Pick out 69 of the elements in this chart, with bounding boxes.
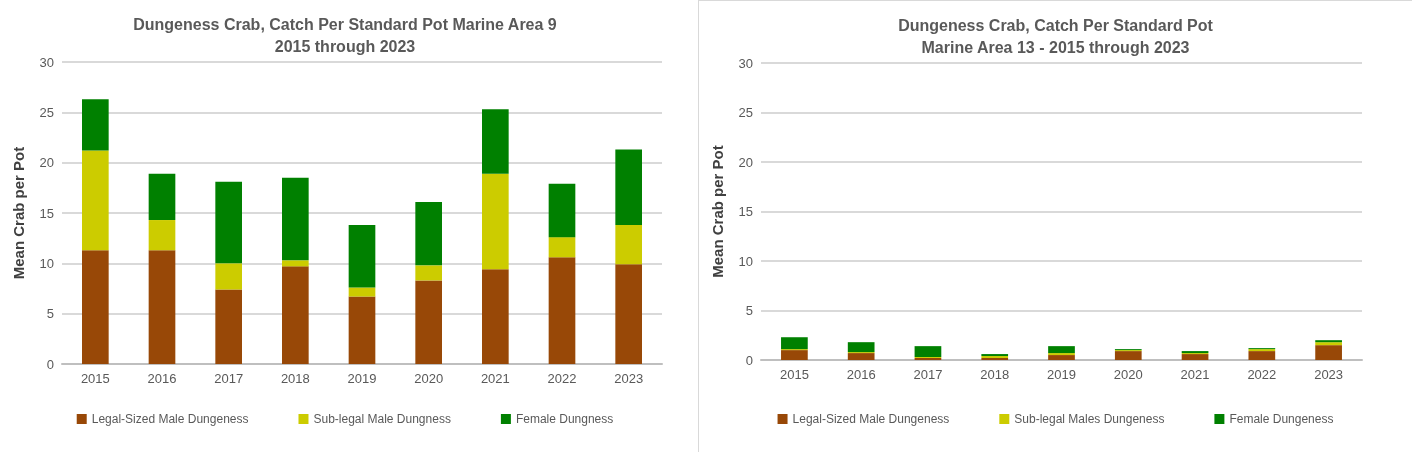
bar <box>215 289 242 364</box>
x-tick-label: 2017 <box>913 367 943 382</box>
bar <box>348 287 376 297</box>
y-tick-label: 20 <box>738 154 753 170</box>
bar <box>282 266 309 364</box>
x-tick-label: 2023 <box>1314 367 1344 382</box>
legend-label: Sub-legal Male Dungness <box>313 412 451 426</box>
bar <box>82 150 109 251</box>
y-axis-title: Mean Crab per Pot <box>709 145 726 278</box>
bar <box>348 225 376 288</box>
bar <box>215 181 242 264</box>
x-tick-label: 2018 <box>280 371 310 386</box>
y-tick-label: 5 <box>46 306 54 322</box>
x-tick-label: 2023 <box>614 371 644 386</box>
y-tick-label: 30 <box>39 54 54 70</box>
bar <box>548 237 576 258</box>
y-tick-label: 0 <box>46 356 54 372</box>
bar <box>482 173 509 270</box>
legend-label: Legal-Sized Male Dungeness <box>91 412 249 426</box>
bar <box>282 260 309 267</box>
legend-label: Legal-Sized Male Dungeness <box>792 412 950 426</box>
bar <box>82 250 109 364</box>
bar <box>415 265 442 281</box>
chart-title: Dungeness Crab, Catch Per Standard Pot Marine Area 9 2015 through 2023 <box>133 15 557 55</box>
x-tick-label: 2018 <box>980 367 1010 382</box>
x-tick-label: 2015 <box>779 367 809 382</box>
y-tick-label: 30 <box>738 55 753 71</box>
bar <box>82 99 109 151</box>
bar <box>148 173 176 221</box>
legend-label: Female Dungness <box>515 412 614 426</box>
bar <box>148 220 176 251</box>
x-tick-label: 2016 <box>147 371 177 386</box>
legend-label: Female Dungeness <box>1229 412 1334 426</box>
bar <box>548 183 576 238</box>
x-tick-label: 2017 <box>214 371 244 386</box>
chart-title: Dungeness Crab, Catch Per Standard Pot Marine Area 13 - 2015 through 2023 <box>898 16 1214 56</box>
x-tick-label: 2015 <box>80 371 110 386</box>
bar <box>215 263 242 290</box>
x-tick-label: 2022 <box>547 371 577 386</box>
bar <box>282 177 309 261</box>
legend-label: Sub-legal Males Dungeness <box>1014 412 1165 426</box>
x-tick-label: 2021 <box>480 371 510 386</box>
bar <box>482 269 509 364</box>
x-tick-label: 2019 <box>347 371 377 386</box>
y-tick-label: 25 <box>738 105 753 120</box>
x-tick-label: 2020 <box>414 371 444 386</box>
bar <box>415 201 442 266</box>
y-tick-label: 10 <box>39 255 54 271</box>
bar <box>548 257 576 364</box>
x-tick-label: 2022 <box>1247 367 1277 382</box>
x-tick-label: 2020 <box>1113 367 1143 382</box>
y-tick-label: 25 <box>39 104 54 120</box>
bar <box>615 225 642 265</box>
y-tick-label: 0 <box>745 352 753 368</box>
x-tick-label: 2016 <box>846 367 876 382</box>
y-tick-label: 15 <box>39 205 54 221</box>
bar <box>482 109 509 174</box>
bar <box>415 280 442 364</box>
y-tick-label: 10 <box>738 253 753 269</box>
bar <box>348 296 376 364</box>
x-tick-label: 2019 <box>1047 367 1076 382</box>
y-axis-title: Mean Crab per Pot <box>10 146 27 280</box>
bar <box>148 250 176 364</box>
bar <box>615 264 642 364</box>
x-tick-label: 2021 <box>1180 367 1210 382</box>
y-tick-label: 15 <box>738 204 753 219</box>
y-tick-label: 5 <box>745 303 753 318</box>
y-tick-label: 20 <box>39 155 54 171</box>
bar <box>615 149 642 226</box>
